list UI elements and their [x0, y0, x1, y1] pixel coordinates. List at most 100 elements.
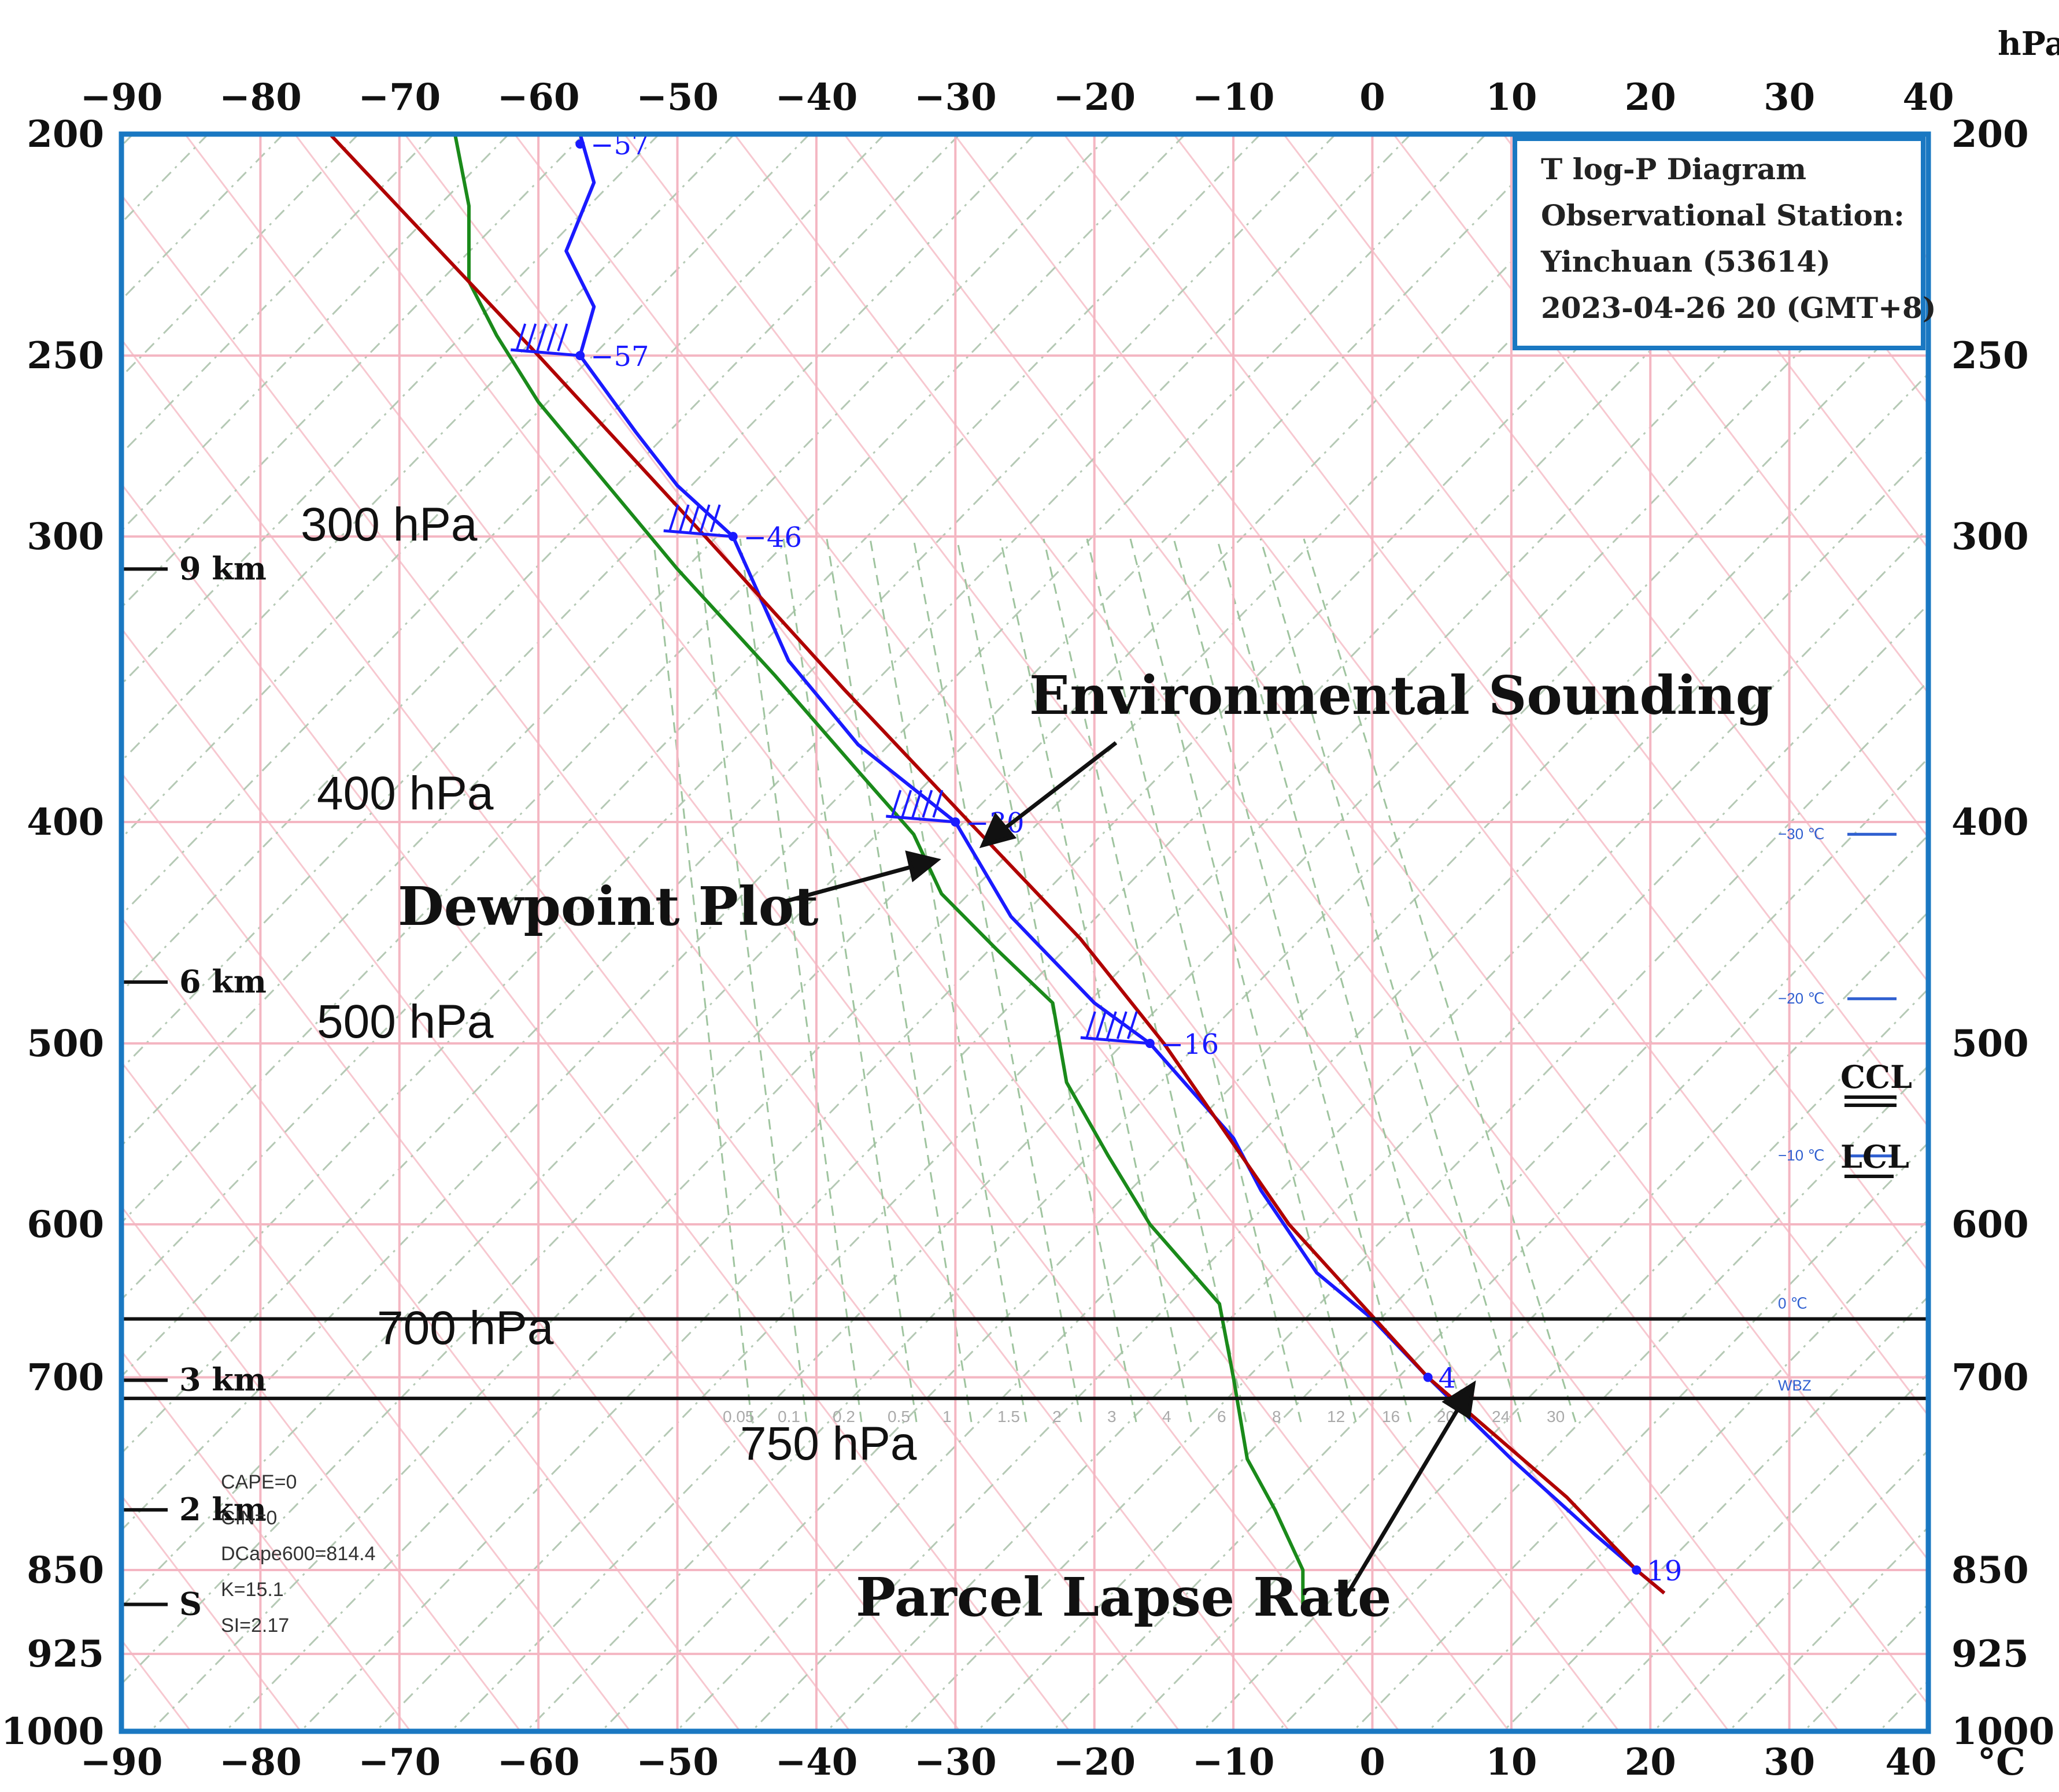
dry-adiabat-line: [1173, 134, 1928, 1128]
info-box-datetime: 2023-04-26 20 (GMT+8): [1541, 291, 1936, 325]
cin-value: CIN=0: [221, 1507, 277, 1529]
y-tick-label-left: 300: [27, 515, 104, 558]
label-300-hpa: 300 hPa: [301, 498, 478, 551]
dry-adiabat-line: [404, 134, 1620, 1731]
x-tick-label-bottom: −90: [80, 1741, 163, 1784]
moist-adiabat-line: [1051, 834, 1928, 1731]
temperature-dot: [1632, 1565, 1642, 1575]
wind-barb-flag: [901, 790, 912, 818]
wind-barb-flag: [699, 504, 711, 532]
dry-adiabat-line: [1722, 134, 1928, 406]
mixing-ratio-line: [696, 538, 808, 1423]
x-tick-label-bottom: −80: [219, 1741, 302, 1784]
mixing-ratio-label: 30: [1547, 1408, 1565, 1426]
x-tick-label-top: 10: [1485, 76, 1537, 119]
dry-adiabat-line: [1502, 134, 1928, 695]
y-tick-label-right: 300: [1951, 515, 2029, 558]
y-tick-label-left: 250: [27, 334, 104, 377]
wind-barb-flag: [709, 504, 721, 532]
y-tick-label-right: 200: [1951, 113, 2029, 156]
wind-barb-flag: [546, 323, 558, 351]
wind-barb-flag: [515, 323, 527, 351]
wind-barb-flag: [1085, 1011, 1096, 1039]
wind-barb-flag: [1106, 1011, 1117, 1039]
info-box-frame: [1513, 136, 1925, 350]
y-tick-label-left: 200: [27, 113, 104, 156]
dewpoint-plot-line: [453, 134, 1305, 1605]
x-tick-label-top: −70: [358, 76, 441, 119]
temperature-value-label: −46: [744, 521, 802, 554]
moist-adiabat-line: [121, 134, 1637, 1686]
y-tick-label-right: 400: [1951, 801, 2029, 844]
x-tick-label-bottom: 10: [1485, 1741, 1537, 1784]
wind-barb-flag: [668, 504, 679, 532]
label-700-hpa: 700 hPa: [377, 1302, 554, 1354]
mixing-ratio-label: 2: [1052, 1408, 1062, 1426]
label-400-hpa: 400 hPa: [317, 767, 494, 820]
x-tick-label-bottom: 0: [1359, 1741, 1385, 1784]
mixing-ratio-label: 1.5: [997, 1408, 1020, 1426]
environmental-sounding-annotation: Environmental Sounding: [1029, 664, 1773, 727]
arrow-head-environmental-sounding: [979, 812, 1017, 849]
y-tick-label-left: 700: [27, 1356, 104, 1399]
right-level-label: −20 ℃: [1778, 990, 1825, 1007]
ccl-label: CCL: [1840, 1058, 1912, 1095]
x-tick-label-top: −30: [914, 76, 997, 119]
grid-layer: 0.05 0.1 0.2 0.5 1 1.5 2 3 4 6 8 12 16 20 24 30: [121, 134, 2059, 1731]
mixing-ratio-label: 3: [1107, 1408, 1117, 1426]
parcel-lapse-rate-line: [328, 132, 1666, 1595]
dry-adiabat-line: [121, 1060, 631, 1731]
x-tick-label-bottom: −50: [636, 1741, 719, 1784]
dry-adiabat-line: [2053, 134, 2059, 1731]
dry-adiabat-line: [121, 771, 851, 1731]
mixing-ratio-line: [1173, 538, 1412, 1423]
dry-adiabat-line: [733, 134, 1928, 1706]
ccl-mark: CCL: [1840, 1058, 1912, 1107]
temperature-value-label: 19: [1647, 1555, 1682, 1587]
height-mark-label: 6 km: [179, 963, 267, 1000]
moist-adiabat-line: [751, 526, 1928, 1731]
dry-adiabat-line: [294, 134, 1510, 1731]
y-tick-label-left: 400: [27, 801, 104, 844]
y-tick-label-right: 1000: [1951, 1710, 2054, 1753]
y-axis-unit-label: hPa: [1998, 25, 2059, 63]
mixing-ratio-line: [782, 538, 918, 1423]
right-level-label: 0 ℃: [1778, 1294, 1807, 1312]
y-tick-label-right: 925: [1951, 1632, 2029, 1676]
dry-adiabat-line: [121, 338, 1181, 1731]
mixing-ratio-line: [1303, 538, 1577, 1423]
y-tick-label-left: 500: [27, 1022, 104, 1065]
annotation-arrows: [783, 741, 1476, 1605]
label-500-hpa: 500 hPa: [317, 995, 494, 1048]
mixing-ratio-label: 4: [1162, 1408, 1171, 1426]
height-mark-label: 3 km: [179, 1361, 267, 1398]
dcape-value: DCape600=814.4: [221, 1543, 376, 1565]
wind-barb-flag: [932, 790, 944, 818]
mixing-ratio-line: [1043, 538, 1247, 1423]
k-index-value: K=15.1: [221, 1579, 284, 1601]
mixing-ratio-label: 0.5: [888, 1408, 910, 1426]
mixing-ratio-label: 0.05: [723, 1408, 755, 1426]
dewpoint-plot-annotation: Dewpoint Plot: [398, 875, 819, 938]
wind-barb-flag: [678, 504, 690, 532]
right-level-label: WBZ: [1778, 1376, 1812, 1394]
wind-barb-flag: [911, 790, 923, 818]
wind-barb-staff: [663, 529, 733, 538]
arrow-head-parcel-lapse-rate: [1441, 1380, 1476, 1420]
dry-adiabat-line: [513, 134, 1730, 1731]
mixing-ratio-line: [999, 538, 1192, 1423]
x-tick-label-top: −50: [636, 76, 719, 119]
height-mark-label: 2 km: [179, 1491, 267, 1528]
info-box-station: Yinchuan (53614): [1540, 245, 1831, 279]
dry-adiabat-line: [121, 1205, 522, 1731]
y-tick-label-right: 500: [1951, 1022, 2029, 1065]
wind-barb-flag: [890, 790, 902, 818]
wind-barb-staff: [1080, 1036, 1151, 1045]
clipped-background: 0.05 0.1 0.2 0.5 1 1.5 2 3 4 6 8 12 16 20 24 30: [121, 134, 2059, 1731]
arrow-parcel-lapse-rate: [1339, 1409, 1459, 1605]
mixing-ratio-label: 1: [942, 1408, 952, 1426]
cape-value: CAPE=0: [221, 1471, 297, 1493]
mixing-ratio-line: [1259, 538, 1522, 1423]
x-tick-label-top: −40: [775, 76, 858, 119]
